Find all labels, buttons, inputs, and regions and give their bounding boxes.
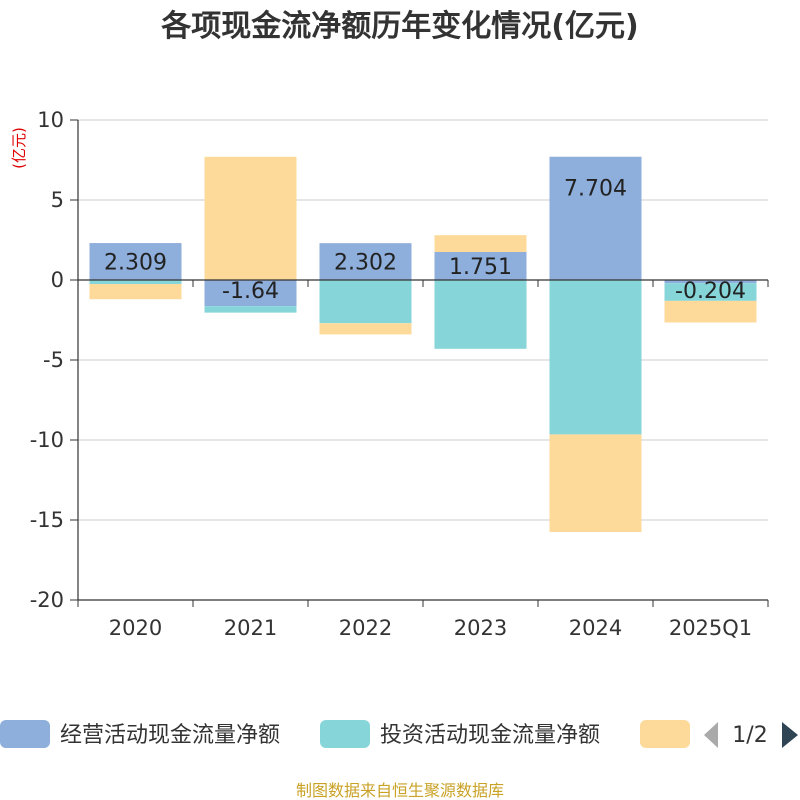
y-tick-label: -20 xyxy=(30,588,64,612)
legend-swatch-2 xyxy=(640,720,690,748)
y-axis-unit: (亿元) xyxy=(10,127,28,169)
x-tick-label: 2022 xyxy=(339,616,392,640)
bar-2024-series-1 xyxy=(549,280,642,435)
bar-2025Q1-series-1 xyxy=(664,283,757,301)
legend-prev-page-icon[interactable] xyxy=(704,722,718,748)
bars xyxy=(89,156,757,532)
source-note: 制图数据来自恒生聚源数据库 xyxy=(296,781,504,800)
x-tick-label: 2021 xyxy=(224,616,277,640)
grid-lines xyxy=(78,119,768,601)
y-tick-label: -5 xyxy=(43,348,64,372)
legend-swatch-0 xyxy=(0,720,50,748)
bar-2020-series-0 xyxy=(89,243,182,280)
bar-2022-series-1 xyxy=(319,280,412,324)
data-label: -1.64 xyxy=(222,279,279,304)
legend-label-0: 经营活动现金流量净额 xyxy=(60,723,280,748)
bar-2025Q1-series-2 xyxy=(664,300,757,323)
data-labels: 2.309 -1.64 2.302 1.751 7.704 -0.204 xyxy=(104,177,746,304)
bar-2025Q1-series-0 xyxy=(664,280,757,284)
bar-2024-series-2 xyxy=(549,434,642,532)
bar-2020-series-2 xyxy=(89,284,182,300)
data-label: 2.302 xyxy=(334,251,397,276)
legend-page-indicator: 1/2 xyxy=(732,723,767,748)
data-label: 2.309 xyxy=(104,251,167,276)
bar-2022-series-2 xyxy=(319,323,412,335)
chart-title: 各项现金流净额历年变化情况(亿元) xyxy=(160,9,638,44)
y-tick-label: -10 xyxy=(30,428,64,452)
x-tick-label: 2025Q1 xyxy=(669,616,752,640)
bar-2021-series-2 xyxy=(204,156,297,280)
bar-2023-series-2 xyxy=(434,235,527,252)
y-tick-label: -15 xyxy=(30,508,64,532)
bar-2020-series-1 xyxy=(89,280,182,284)
tick-labels: 10 5 0 -5 -10 -15 -20 2020 2021 2022 2023 2024 2025Q… xyxy=(30,108,752,640)
bar-2024-series-0 xyxy=(549,156,642,280)
legend-swatch-1 xyxy=(320,720,370,748)
data-label: -0.204 xyxy=(675,279,746,304)
bar-2022-series-0 xyxy=(319,243,412,280)
bar-2021-series-0 xyxy=(204,280,297,307)
x-tick-label: 2020 xyxy=(109,616,162,640)
data-label: 1.751 xyxy=(449,255,512,280)
y-tick-label: 0 xyxy=(51,268,64,292)
axes xyxy=(70,119,769,607)
bar-2021-series-1 xyxy=(204,306,297,313)
y-tick-label: 5 xyxy=(51,188,64,212)
legend-next-page-icon[interactable] xyxy=(782,722,798,748)
data-label: 7.704 xyxy=(564,177,627,202)
x-tick-label: 2024 xyxy=(569,616,622,640)
bar-2023-series-1 xyxy=(434,280,527,349)
legend: 经营活动现金流量净额 投资活动现金流量净额 1/2 xyxy=(0,720,798,748)
legend-label-1: 投资活动现金流量净额 xyxy=(380,723,600,748)
bar-2023-series-0 xyxy=(434,251,527,280)
y-tick-label: 10 xyxy=(37,108,64,132)
x-tick-label: 2023 xyxy=(454,616,507,640)
